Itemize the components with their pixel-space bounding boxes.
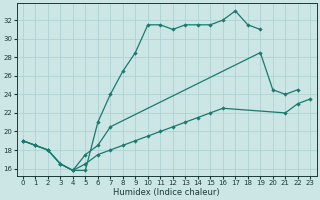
X-axis label: Humidex (Indice chaleur): Humidex (Indice chaleur)	[113, 188, 220, 197]
